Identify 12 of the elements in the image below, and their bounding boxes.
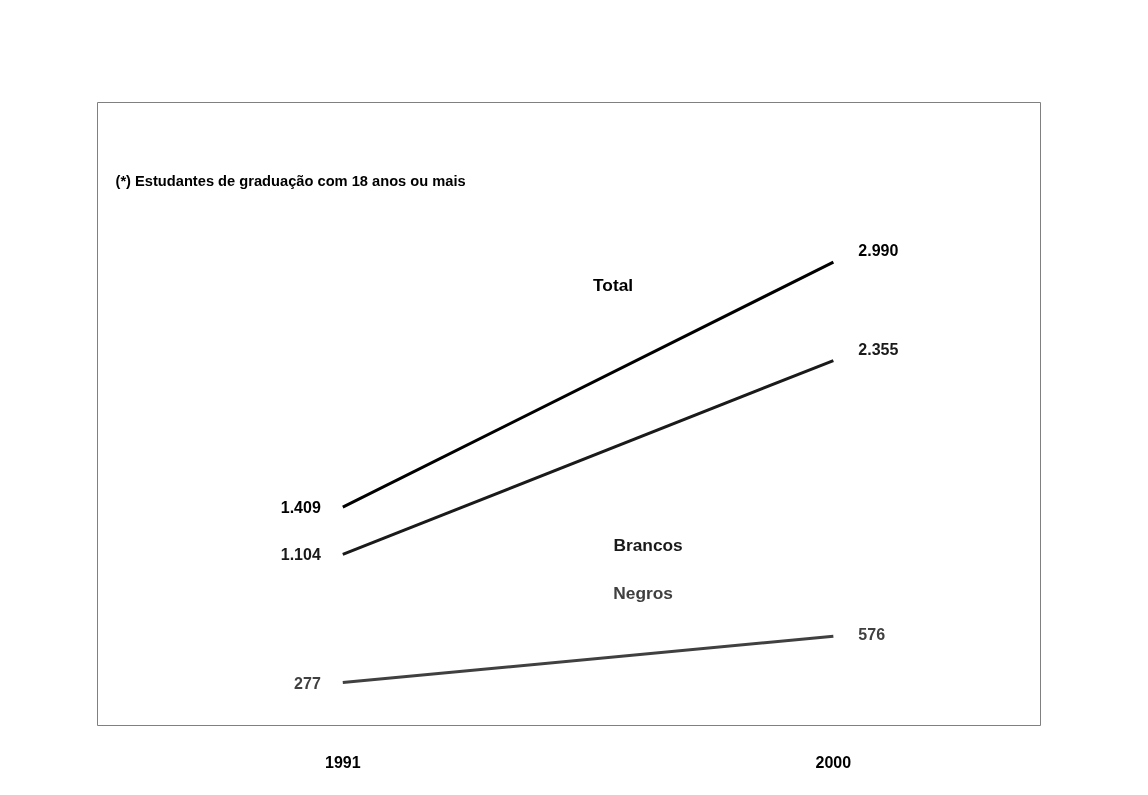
data-label: 277	[294, 674, 321, 692]
data-label: 1.409	[280, 499, 321, 517]
annotation: (*) Estudantes de graduação com 18 anos ou mais	[115, 172, 466, 189]
data-label: 1.104	[280, 546, 321, 564]
data-label: 2.355	[858, 340, 899, 358]
text: Negros	[613, 583, 673, 604]
data-label: 2.990	[858, 242, 899, 260]
text: Total	[593, 274, 634, 295]
x-tick-label: 1991	[324, 753, 361, 771]
text: Brancos	[613, 535, 683, 556]
x-tick-label: 2000	[815, 753, 852, 771]
data-label: 576	[858, 626, 886, 644]
